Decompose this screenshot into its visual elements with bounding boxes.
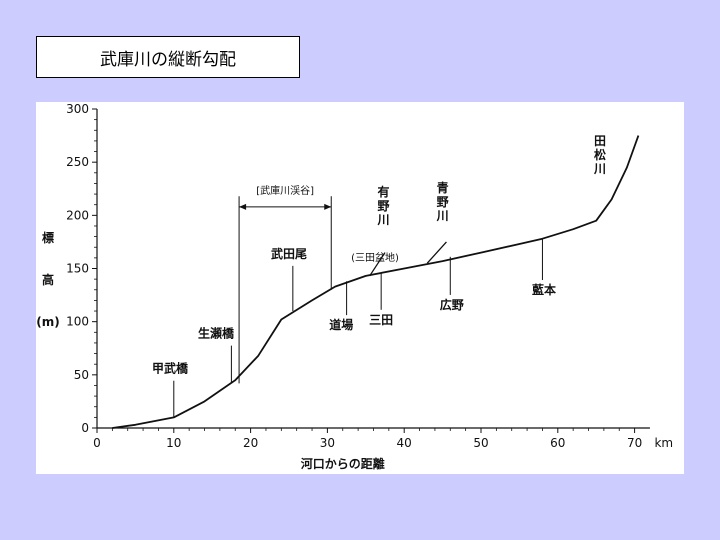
- place-label: 広野: [440, 297, 464, 312]
- y-tick-label: 100: [66, 315, 89, 329]
- x-tick-label: 20: [243, 436, 258, 450]
- x-unit-label: km: [654, 436, 673, 450]
- tributary-label-char: 川: [436, 209, 449, 223]
- slide-title-text: 武庫川の縦断勾配: [100, 49, 236, 70]
- y-tick-label: 0: [81, 421, 89, 435]
- place-label: 甲武橋: [152, 361, 189, 376]
- profile-chart-panel: 0 50 100 150 200 250 300 0 10 20 30 40 50 60 70 km 河口からの…: [36, 102, 684, 474]
- y-axis-title-char: 標: [42, 230, 54, 245]
- y-axis-title-char: 高: [42, 272, 54, 287]
- x-tick-label: 40: [397, 436, 412, 450]
- tributary-label-char: 田: [594, 134, 606, 148]
- place-label: 武田尾: [271, 246, 307, 261]
- tributary-line: [369, 252, 386, 277]
- x-tick-label: 60: [550, 436, 565, 450]
- tributary-label-char: 松: [594, 147, 606, 162]
- gorge-arrow-right: [324, 203, 332, 210]
- tributary-label-char: 有: [377, 184, 389, 199]
- tributary-label-char: 野: [377, 199, 389, 213]
- x-tick-label: 50: [473, 436, 488, 450]
- river-profile-line: [112, 135, 640, 429]
- y-tick-label: 200: [66, 208, 89, 222]
- y-tick-label: 150: [66, 262, 89, 276]
- tributary-line: [595, 204, 609, 222]
- slide-title: 武庫川の縦断勾配: [36, 36, 300, 78]
- y-tick-label: 300: [66, 102, 89, 116]
- tributary-line: [426, 241, 447, 264]
- y-tick-label: 50: [74, 368, 89, 382]
- x-tick-label: 30: [320, 436, 335, 450]
- y-tick-label: 250: [66, 155, 89, 169]
- y-axis-title-char: (m): [36, 315, 59, 329]
- tributary-label-char: 川: [376, 213, 389, 227]
- place-label: 生瀬橋: [198, 326, 235, 341]
- chart-axes: 0 50 100 150 200 250 300 0 10 20 30 40 50 60 70 km 河口からの…: [36, 102, 673, 471]
- x-tick-label: 0: [93, 436, 101, 450]
- tributary-label-char: 青: [437, 180, 449, 195]
- x-tick-label: 10: [166, 436, 181, 450]
- place-label: 三田: [369, 313, 393, 327]
- place-label: 藍本: [532, 282, 556, 297]
- tributary-label-char: 野: [437, 195, 449, 209]
- basin-label: (三田盆地): [351, 251, 399, 264]
- tributary-label-char: 川: [593, 162, 606, 176]
- longitudinal-profile-chart: 0 50 100 150 200 250 300 0 10 20 30 40 50 60 70 km 河口からの…: [36, 102, 673, 471]
- gorge-label: [武庫川渓谷]: [256, 184, 314, 197]
- chart-marks: [112, 135, 640, 429]
- x-tick-label: 70: [627, 436, 642, 450]
- x-axis-title: 河口からの距離: [300, 456, 385, 471]
- gorge-arrow-left: [239, 203, 247, 210]
- place-label: 道場: [329, 317, 353, 332]
